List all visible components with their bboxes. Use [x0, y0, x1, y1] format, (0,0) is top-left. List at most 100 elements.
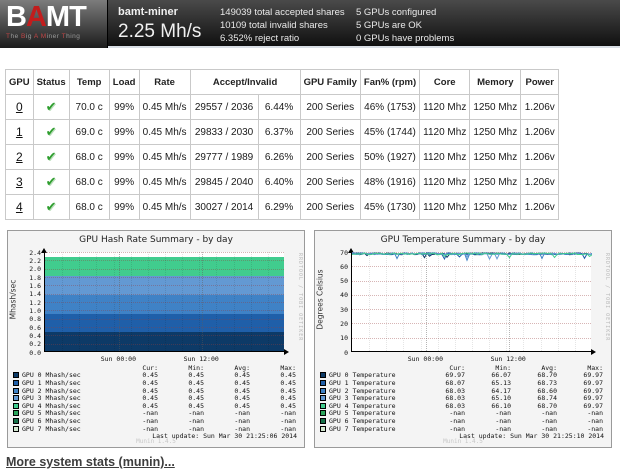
legend-value: -nan: [142, 424, 158, 433]
invalid-shares: 10109 total invalid shares: [220, 20, 328, 31]
legend-value: 68.03: [445, 386, 465, 395]
table-row: 1 ✔ 69.0 c 99% 0.45 Mh/s 29833 / 2030 6.37% 200…: [5, 119, 560, 145]
more-stats-link[interactable]: More system stats (munin)...: [6, 455, 175, 469]
series-line: [352, 252, 592, 259]
legend-swatch: [13, 372, 19, 379]
cell-load: 99%: [108, 144, 140, 170]
cell-memory: 1250 Mhz: [469, 144, 522, 170]
chart-title: GPU Hash Rate Summary - by day: [79, 235, 233, 245]
cell-rate: 0.45 Mh/s: [138, 194, 191, 220]
legend-label: GPU 6 Mhash/sec: [22, 416, 81, 425]
grid-line: [45, 327, 284, 328]
legend-value: 69.97: [583, 386, 603, 395]
y-tick-label: 0.8: [29, 315, 41, 324]
gpu-link[interactable]: 4: [15, 200, 23, 214]
cell-memory: 1250 Mhz: [469, 94, 522, 120]
munin-watermark: Munin 1.4.5: [136, 438, 176, 445]
y-tick-label: 2.0: [29, 265, 41, 274]
gpu-table-header-row: GPU Status Temp Load Rate Accept/Invalid GPU F…: [5, 69, 560, 95]
grid-line: [45, 293, 284, 295]
column-header: GPU: [5, 69, 34, 95]
legend-value: 0.45: [188, 371, 204, 380]
cell-fan: 48% (1916): [359, 169, 421, 195]
cell-reject_pct: 6.40%: [257, 169, 301, 195]
legend-value: 65.13: [491, 378, 511, 387]
cell-family: 200 Series: [299, 144, 361, 170]
grid-line: [216, 252, 218, 351]
legend-value: -nan: [280, 424, 296, 433]
hashrate-graph[interactable]: GPU Hash Rate Summary - by day Mhash/sec 0…: [7, 230, 305, 448]
legend-label: GPU 3 Temperature: [329, 394, 396, 403]
legend-value: 0.45: [280, 386, 296, 395]
grid-line: [557, 252, 559, 351]
status-ok-icon: ✔: [45, 124, 57, 139]
logo-wordmark: BAMT: [6, 1, 101, 33]
legend-swatch: [13, 410, 19, 417]
logo-letters: MT: [45, 1, 87, 33]
accepted-shares: 149039 total accepted shares: [220, 7, 345, 18]
cell-core: 1120 Mhz: [419, 169, 471, 195]
logo-letter: B: [6, 1, 27, 33]
legend-label: GPU 2 Temperature: [329, 386, 396, 395]
column-header: Fan% (rpm): [359, 69, 421, 95]
legend-label: GPU 7 Temperature: [329, 424, 396, 433]
grid-line: [420, 252, 422, 351]
legend-value: 69.97: [583, 394, 603, 403]
reject-ratio: 6.352% reject ratio: [220, 33, 300, 44]
grid-line: [352, 252, 591, 253]
plot-area: [351, 252, 592, 352]
grid-line: [165, 252, 166, 351]
status-ok-icon: ✔: [45, 149, 57, 164]
legend-swatch: [320, 402, 326, 409]
column-header: Accept/Invalid: [189, 69, 301, 95]
legend-value: -nan: [188, 416, 204, 425]
legend-label: GPU 0 Mhash/sec: [22, 371, 81, 380]
legend-value: -nan: [234, 416, 250, 425]
legend-column-header: Avg:: [234, 363, 250, 372]
y-tick-label: 60: [340, 262, 348, 271]
legend-row: GPU 1 Mhash/sec 0.45 0.45 0.45 0.45: [13, 379, 299, 387]
legend-value: 0.45: [142, 371, 158, 380]
cell-status: ✔: [32, 94, 70, 120]
grid-line: [472, 252, 473, 351]
y-axis-arrow: [348, 245, 354, 253]
grid-line: [62, 252, 64, 351]
y-tick-label: 1.6: [29, 281, 41, 290]
legend-value: 0.45: [188, 378, 204, 387]
legend-value: 69.97: [583, 371, 603, 380]
temperature-graph[interactable]: GPU Temperature Summary - by day Degrees …: [314, 230, 612, 448]
logo-tagline: The Big A Miner Thing: [6, 33, 81, 40]
grid-line: [119, 252, 121, 351]
total-hashrate: 2.25 Mh/s: [118, 21, 202, 42]
gpu-link[interactable]: 0: [15, 100, 23, 114]
legend-swatch: [320, 372, 326, 379]
cell-load: 99%: [108, 94, 140, 120]
legend-row: GPU 2 Mhash/sec 0.45 0.45 0.45 0.45: [13, 387, 299, 395]
rrdtool-watermark: RRDTOOL / TOBI OETIKER: [297, 253, 303, 342]
legend-label: GPU 4 Temperature: [329, 401, 396, 410]
gpu-link[interactable]: 2: [15, 150, 23, 164]
legend-row: GPU 4 Mhash/sec 0.45 0.45 0.45 0.45: [13, 402, 299, 410]
y-tick-label: 40: [340, 291, 348, 300]
legend-value: 0.45: [234, 378, 250, 387]
gpus-ok: 5 GPUs are OK: [356, 20, 422, 31]
legend-label: GPU 5 Temperature: [329, 409, 396, 418]
y-tick-label: 2.4: [29, 248, 41, 257]
cell-family: 200 Series: [299, 169, 361, 195]
y-tick-label: 1.8: [29, 273, 41, 282]
y-tick-label: 10: [340, 334, 348, 343]
grid-line: [45, 268, 284, 270]
table-row: 4 ✔ 68.0 c 99% 0.45 Mh/s 30027 / 2014 6.29% 200…: [5, 194, 560, 220]
gpu-link[interactable]: 1: [15, 125, 23, 139]
legend-header-row: Cur: Min: Avg: Max:: [320, 364, 606, 372]
cell-load: 99%: [108, 194, 140, 220]
column-header: GPU Family: [299, 69, 361, 95]
cell-rate: 0.45 Mh/s: [138, 144, 191, 170]
gpu-link[interactable]: 3: [15, 175, 23, 189]
grid-line: [352, 323, 591, 325]
legend-row: GPU 0 Mhash/sec 0.45 0.45 0.45 0.45: [13, 371, 299, 380]
legend-column-header: Cur:: [142, 363, 158, 372]
x-tick-label: Sun 12:00: [490, 355, 526, 363]
legend-value: 68.70: [537, 371, 557, 380]
y-tick-label: 2.2: [29, 256, 41, 265]
